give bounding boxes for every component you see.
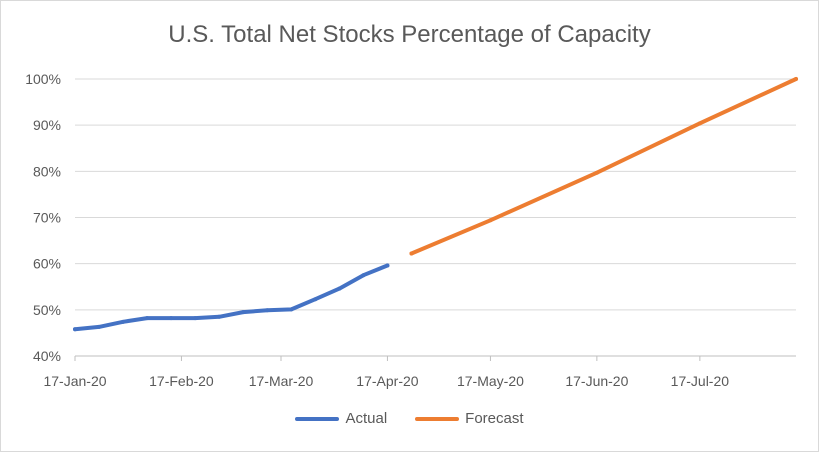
- data-point-forecast: [697, 121, 702, 126]
- data-point-actual: [337, 286, 342, 291]
- chart-title: U.S. Total Net Stocks Percentage of Capa…: [168, 21, 651, 48]
- legend: Actual Forecast: [1, 410, 818, 427]
- x-tick-label: 17-Apr-20: [356, 373, 418, 389]
- data-point-actual: [217, 314, 222, 319]
- data-point-actual: [145, 316, 150, 321]
- x-tick-label: 17-Jun-20: [565, 373, 628, 389]
- legend-label-actual: Actual: [345, 410, 388, 427]
- data-point-actual: [313, 297, 318, 302]
- data-point-actual: [361, 273, 366, 278]
- data-point-actual: [241, 310, 246, 315]
- data-point-actual: [289, 307, 294, 312]
- series-line-actual: [73, 263, 390, 332]
- series-line-forecast: [409, 77, 798, 256]
- y-tick-label: 70%: [33, 210, 61, 226]
- y-tick-label: 60%: [33, 256, 61, 272]
- x-tick-label: 17-Feb-20: [149, 373, 214, 389]
- data-point-forecast: [488, 218, 493, 223]
- y-tick-label: 80%: [33, 163, 61, 179]
- data-point-actual: [193, 316, 198, 321]
- legend-item-forecast: Forecast: [415, 410, 524, 427]
- x-tick-label: 17-Jan-20: [43, 373, 106, 389]
- legend-swatch-forecast: [415, 416, 460, 421]
- x-tick-label: 17-Jul-20: [671, 373, 730, 389]
- data-point-forecast: [409, 251, 414, 256]
- data-point-actual: [121, 319, 126, 324]
- y-tick-label: 100%: [25, 71, 61, 87]
- x-tick-label: 17-Mar-20: [249, 373, 314, 389]
- legend-label-forecast: Forecast: [465, 410, 524, 427]
- data-point-actual: [97, 324, 102, 329]
- data-point-actual: [169, 316, 174, 321]
- y-tick-label: 90%: [33, 117, 61, 133]
- data-point-actual: [265, 308, 270, 313]
- data-point-forecast: [594, 170, 599, 175]
- data-point-forecast: [794, 77, 798, 81]
- data-point-actual: [73, 327, 77, 332]
- x-tick-label: 17-May-20: [457, 373, 524, 389]
- data-point-actual: [385, 263, 390, 268]
- y-tick-label: 50%: [33, 302, 61, 318]
- y-tick-label: 40%: [33, 348, 61, 364]
- legend-swatch-actual: [295, 416, 340, 421]
- legend-item-actual: Actual: [295, 410, 387, 427]
